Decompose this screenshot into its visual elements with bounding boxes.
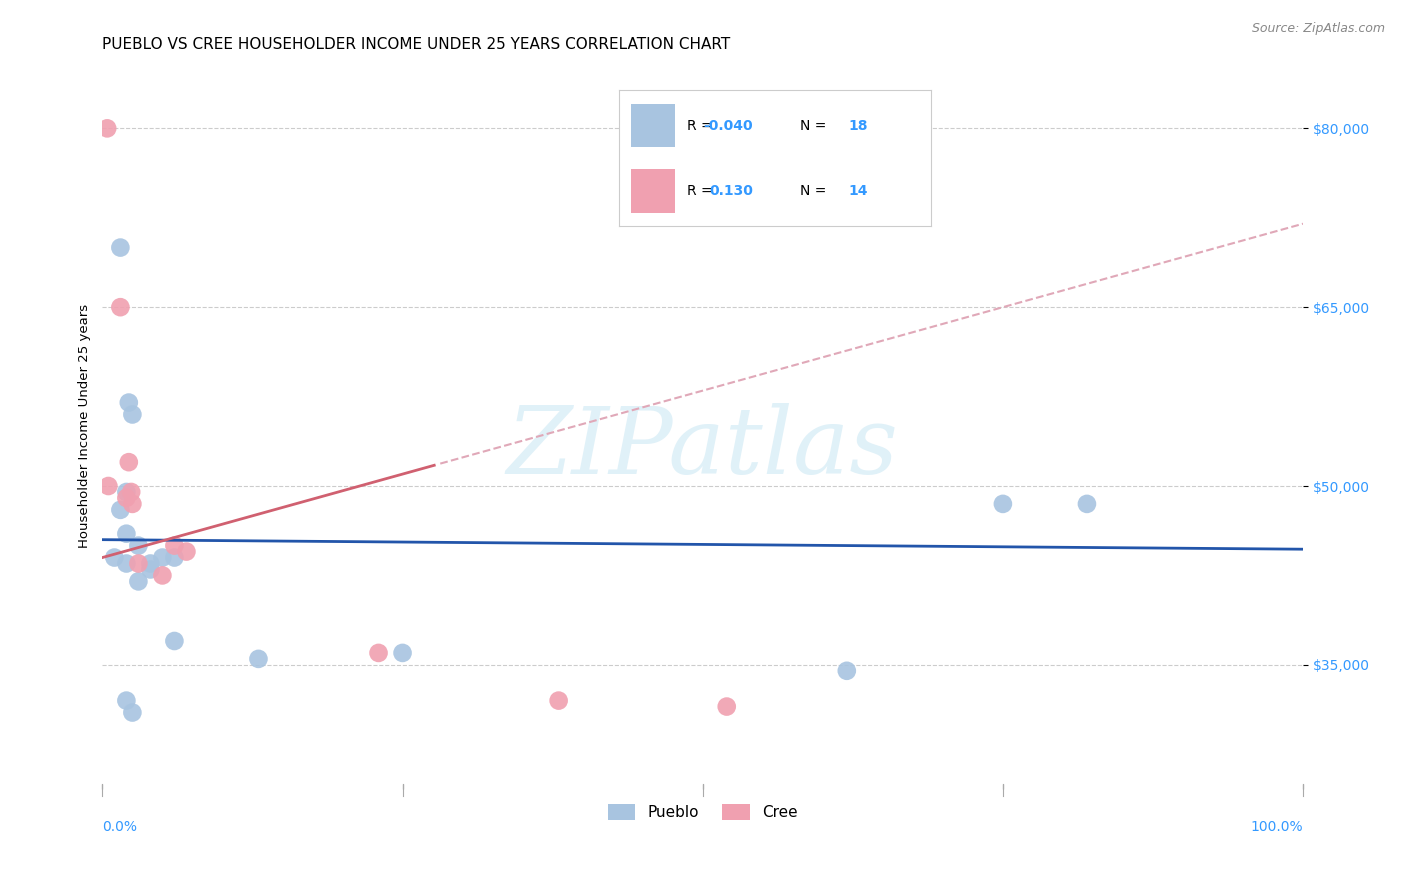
Point bbox=[115, 485, 138, 500]
Point bbox=[118, 395, 141, 409]
Point bbox=[991, 497, 1014, 511]
Point bbox=[247, 652, 270, 666]
Y-axis label: Householder Income Under 25 years: Householder Income Under 25 years bbox=[79, 304, 91, 549]
Point bbox=[163, 550, 186, 565]
Point bbox=[139, 557, 162, 571]
Point bbox=[115, 491, 138, 505]
Point bbox=[163, 539, 186, 553]
Point bbox=[127, 557, 149, 571]
Point bbox=[115, 526, 138, 541]
Point bbox=[1076, 497, 1098, 511]
Text: PUEBLO VS CREE HOUSEHOLDER INCOME UNDER 25 YEARS CORRELATION CHART: PUEBLO VS CREE HOUSEHOLDER INCOME UNDER … bbox=[103, 37, 731, 53]
Point bbox=[121, 706, 143, 720]
Point bbox=[716, 699, 738, 714]
Point bbox=[110, 300, 132, 314]
Text: ZIPatlas: ZIPatlas bbox=[506, 403, 898, 493]
Point bbox=[152, 568, 174, 582]
Text: Source: ZipAtlas.com: Source: ZipAtlas.com bbox=[1251, 22, 1385, 36]
Point bbox=[391, 646, 413, 660]
Point bbox=[115, 693, 138, 707]
Point bbox=[139, 562, 162, 576]
Point bbox=[96, 121, 118, 136]
Point bbox=[127, 574, 149, 589]
Text: 0.0%: 0.0% bbox=[103, 820, 138, 834]
Point bbox=[152, 550, 174, 565]
Point bbox=[367, 646, 389, 660]
Point bbox=[120, 485, 142, 500]
Point bbox=[835, 664, 858, 678]
Point bbox=[121, 408, 143, 422]
Point bbox=[110, 241, 132, 255]
Point bbox=[118, 455, 141, 469]
Point bbox=[163, 634, 186, 648]
Text: 100.0%: 100.0% bbox=[1250, 820, 1303, 834]
Point bbox=[547, 693, 569, 707]
Point bbox=[97, 479, 120, 493]
Point bbox=[103, 550, 125, 565]
Legend: Pueblo, Cree: Pueblo, Cree bbox=[602, 798, 804, 827]
Point bbox=[127, 539, 149, 553]
Point bbox=[176, 544, 198, 558]
Point bbox=[115, 557, 138, 571]
Point bbox=[121, 497, 143, 511]
Point bbox=[110, 503, 132, 517]
